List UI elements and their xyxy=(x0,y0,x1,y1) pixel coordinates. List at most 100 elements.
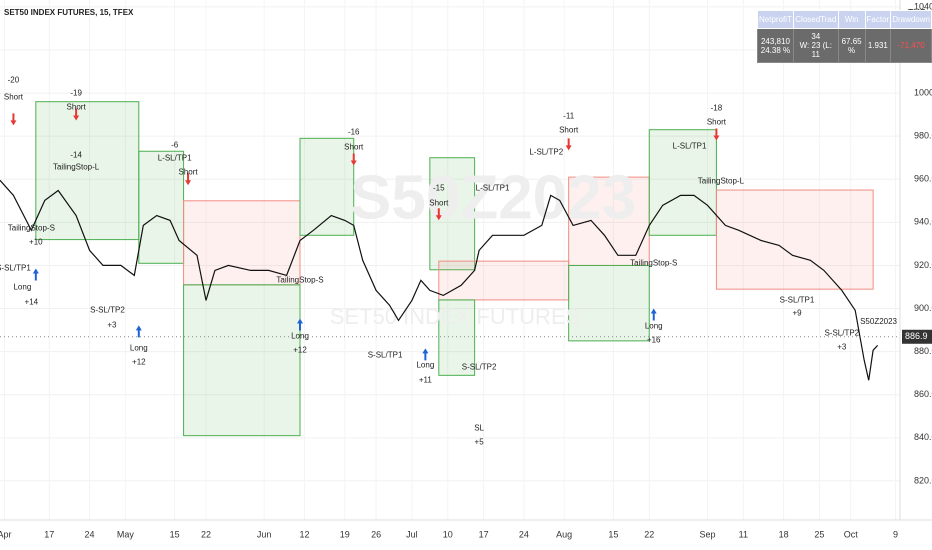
trade-label: +12 xyxy=(132,358,146,367)
y-tick-label: 980.0 xyxy=(914,131,932,141)
y-tick-label: 840.0 xyxy=(914,432,932,442)
stats-cell: 67.65 % xyxy=(837,28,866,63)
x-tick-label: 17 xyxy=(479,529,489,539)
x-tick-label: 26 xyxy=(371,529,381,539)
stats-cell: 1.931 xyxy=(864,28,892,63)
trade-label: Long xyxy=(291,331,309,340)
stats-line: 34 xyxy=(811,32,821,41)
x-tick-label: Apr xyxy=(0,529,11,539)
y-tick-label: 940.0 xyxy=(914,217,932,227)
x-tick-label: Oct xyxy=(844,529,859,539)
trade-label: Long xyxy=(416,361,434,370)
x-tick-label: Jul xyxy=(406,529,418,539)
trade-label: L-SL/TP2 xyxy=(529,147,563,156)
signal-arrow xyxy=(135,325,142,338)
trade-label: +3 xyxy=(107,320,117,329)
x-tick-label: 19 xyxy=(340,529,350,539)
stats-line: 67.65 % xyxy=(841,36,862,55)
trade-zone xyxy=(715,189,874,290)
trade-label: -14 xyxy=(70,150,82,159)
trade-zone xyxy=(35,101,140,241)
trade-label: TailingStop-S xyxy=(8,223,55,232)
stats-header: Factor xyxy=(864,10,892,29)
trade-label: L-SL/TP1 xyxy=(476,183,510,192)
signal-arrow xyxy=(32,268,39,281)
stats-header: NetprofiT xyxy=(757,10,794,29)
stats-line: -71,470 xyxy=(897,41,925,50)
trade-label: S-SL/TP1 xyxy=(780,295,815,304)
stats-cell: -71,470 xyxy=(890,28,932,63)
y-tick-label: 920.0 xyxy=(914,260,932,270)
trade-label: +16 xyxy=(647,336,661,345)
trade-label: L-SL/TP1 xyxy=(158,153,192,162)
y-tick-label: 1040.0 xyxy=(914,1,932,11)
x-tick-label: 25 xyxy=(814,529,824,539)
trade-label: -18 xyxy=(711,103,723,112)
trade-zone xyxy=(648,129,717,236)
stats-line: 1.931 xyxy=(867,41,888,50)
stats-table: NetprofiT ClosedTrad Win Factor Drawdown 243,… xyxy=(757,10,932,63)
trade-label: +5 xyxy=(475,437,485,446)
trade-label: -19 xyxy=(70,89,82,98)
x-tick-label: 22 xyxy=(201,529,211,539)
x-tick-label: 22 xyxy=(644,529,654,539)
stats-line: W: 23 (L: 11 xyxy=(799,41,832,59)
trade-label: Long xyxy=(13,283,31,292)
trade-label: -16 xyxy=(348,127,360,136)
stats-row: 243,810 24.38 % 34 W: 23 (L: 11 67.65 % 1.931… xyxy=(757,28,932,63)
stats-cell: 34 W: 23 (L: 11 xyxy=(792,28,839,63)
stats-cell: 243,810 24.38 % xyxy=(757,28,794,63)
trade-zone xyxy=(183,200,301,286)
trade-zone xyxy=(429,157,476,271)
trade-zone xyxy=(438,260,570,301)
x-tick-label: 17 xyxy=(44,529,54,539)
trade-label: +11 xyxy=(419,375,433,384)
price-line xyxy=(0,179,879,381)
trade-label: SL xyxy=(474,423,484,432)
trade-label: S-SL/TP2 xyxy=(90,305,125,314)
price-tag-label: 886.9 xyxy=(905,331,928,341)
trade-zone xyxy=(568,176,650,266)
stats-line: 24.38 % xyxy=(760,45,791,55)
trade-label: S-SL/TP2 xyxy=(824,328,859,337)
y-tick-label: 960.0 xyxy=(914,174,932,184)
trade-label: Short xyxy=(707,117,727,126)
trade-label: S-SL/TP2 xyxy=(462,362,497,371)
x-tick-label: May xyxy=(117,529,135,539)
trade-label: TailingStop-L xyxy=(53,163,100,172)
x-tick-label: 11 xyxy=(739,529,748,539)
trade-zone xyxy=(138,150,185,264)
trade-label: +9 xyxy=(792,308,802,317)
y-tick-label: 880.0 xyxy=(914,346,932,356)
signal-arrow xyxy=(713,128,720,141)
trade-label: -11 xyxy=(563,111,575,120)
trade-label: TailingStop-S xyxy=(630,258,677,267)
trade-label: Long xyxy=(130,344,148,353)
trade-label: Long xyxy=(645,322,663,331)
x-tick-label: 12 xyxy=(299,529,309,539)
chart-title: SET50 INDEX FUTURES, 15, TFEX xyxy=(4,8,134,17)
trade-label: -15 xyxy=(433,183,445,192)
signal-arrow xyxy=(650,308,657,321)
x-tick-label: Sep xyxy=(699,529,715,539)
x-tick-label: 10 xyxy=(443,529,453,539)
x-tick-label: 9 xyxy=(893,529,898,539)
trade-label: Short xyxy=(178,167,198,176)
x-tick-label: 18 xyxy=(779,529,789,539)
price-tag xyxy=(902,329,932,344)
y-tick-label: 860.0 xyxy=(914,389,932,399)
trade-label: Short xyxy=(4,92,24,101)
trade-zone xyxy=(568,264,650,342)
signal-arrow xyxy=(565,138,572,151)
trade-label: +10 xyxy=(29,238,43,247)
x-tick-label: Aug xyxy=(556,529,572,539)
signal-arrow xyxy=(297,318,303,331)
plot-layer xyxy=(0,0,900,520)
signal-arrow xyxy=(422,348,429,361)
trade-label: +3 xyxy=(837,342,847,351)
y-tick-label: 820.0 xyxy=(914,475,932,485)
trade-label: +12 xyxy=(293,345,307,354)
trade-label: Short xyxy=(429,199,449,208)
x-tick-label: 24 xyxy=(519,529,529,539)
trade-label: -20 xyxy=(8,75,20,84)
